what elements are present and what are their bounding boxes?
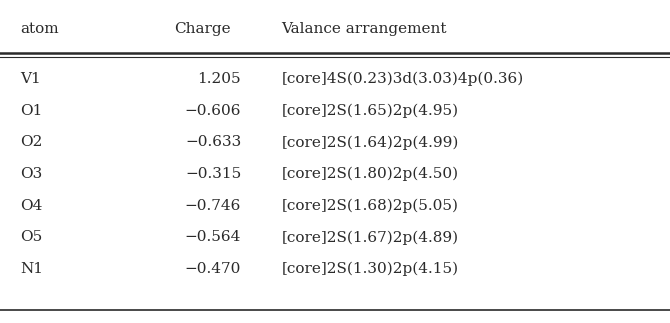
Text: O1: O1 [20,104,42,118]
Text: −0.633: −0.633 [185,135,241,150]
Text: atom: atom [20,22,59,36]
Text: −0.746: −0.746 [185,199,241,213]
Text: 1.205: 1.205 [198,72,241,86]
Text: Charge: Charge [174,22,231,36]
Text: Valance arrangement: Valance arrangement [281,22,447,36]
Text: [core]2S(1.80)2p(4.50): [core]2S(1.80)2p(4.50) [281,167,458,181]
Text: [core]2S(1.64)2p(4.99): [core]2S(1.64)2p(4.99) [281,135,459,150]
Text: O2: O2 [20,135,42,150]
Text: V1: V1 [20,72,41,86]
Text: −0.564: −0.564 [185,230,241,245]
Text: [core]2S(1.68)2p(5.05): [core]2S(1.68)2p(5.05) [281,199,458,213]
Text: O3: O3 [20,167,42,181]
Text: [core]4S(0.23)3d(3.03)4p(0.36): [core]4S(0.23)3d(3.03)4p(0.36) [281,72,524,86]
Text: −0.315: −0.315 [185,167,241,181]
Text: O4: O4 [20,199,42,213]
Text: [core]2S(1.67)2p(4.89): [core]2S(1.67)2p(4.89) [281,230,458,245]
Text: −0.606: −0.606 [185,104,241,118]
Text: [core]2S(1.65)2p(4.95): [core]2S(1.65)2p(4.95) [281,104,458,118]
Text: −0.470: −0.470 [185,262,241,276]
Text: N1: N1 [20,262,43,276]
Text: O5: O5 [20,230,42,245]
Text: [core]2S(1.30)2p(4.15): [core]2S(1.30)2p(4.15) [281,262,458,276]
